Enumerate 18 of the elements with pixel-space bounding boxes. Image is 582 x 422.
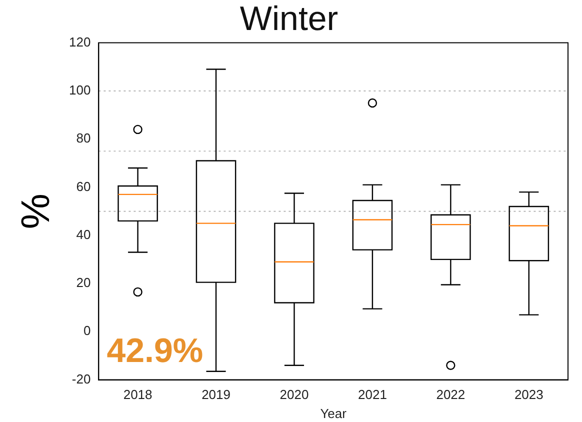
x-tick-label: 2019: [202, 387, 230, 402]
y-tick-label: 80: [76, 130, 91, 146]
chart-title: Winter: [240, 0, 338, 38]
y-tick-label: 0: [83, 323, 91, 338]
y-tick-label: 60: [76, 178, 91, 194]
y-tick-label: 20: [76, 275, 91, 290]
y-axis-title: %: [14, 194, 58, 230]
x-tick-label: 2023: [514, 387, 544, 402]
x-tick-label: 2020: [280, 387, 309, 402]
x-axis-title: Year: [320, 406, 348, 421]
x-tick-label: 2018: [123, 387, 152, 402]
y-tick-label: 40: [76, 226, 91, 242]
y-tick-label: -20: [72, 371, 91, 386]
y-tick-label: 120: [68, 34, 91, 50]
annotation: 42.9%: [106, 332, 204, 370]
x-tick-label: 2022: [436, 387, 466, 402]
x-tick-label: 2021: [358, 387, 387, 402]
y-tick-label: 100: [68, 82, 91, 98]
